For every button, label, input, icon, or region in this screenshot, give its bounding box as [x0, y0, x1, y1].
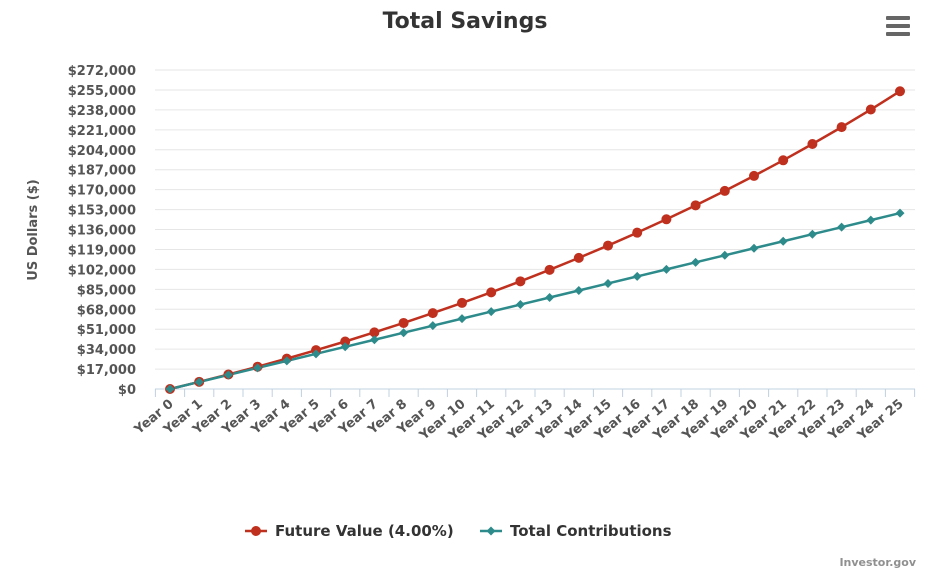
y-tick-label: $204,000	[68, 144, 136, 159]
legend-label: Total Contributions	[510, 522, 672, 540]
data-point[interactable]	[632, 271, 642, 281]
y-tick-label: $136,000	[68, 224, 136, 239]
data-point[interactable]	[486, 307, 496, 317]
data-point[interactable]	[340, 336, 351, 347]
data-point[interactable]	[837, 222, 847, 232]
data-point[interactable]	[399, 328, 409, 338]
data-point[interactable]	[778, 155, 789, 166]
y-tick-label: $272,000	[68, 64, 136, 79]
plot-area	[165, 86, 905, 394]
data-point[interactable]	[573, 252, 584, 263]
y-tick-label: $68,000	[77, 303, 136, 318]
y-tick-label: $0	[118, 383, 136, 398]
y-tick-label: $85,000	[77, 283, 136, 298]
data-point[interactable]	[719, 185, 730, 196]
data-point[interactable]	[253, 363, 263, 373]
y-tick-label: $119,000	[68, 243, 136, 258]
data-point[interactable]	[340, 342, 350, 352]
y-tick-label: $51,000	[77, 323, 136, 338]
y-tick-label: $187,000	[68, 164, 136, 179]
data-point[interactable]	[778, 236, 788, 246]
data-point[interactable]	[282, 356, 292, 366]
y-axis-title: US Dollars ($)	[26, 179, 41, 280]
y-tick-label: $34,000	[77, 343, 136, 358]
data-point[interactable]	[574, 285, 584, 295]
data-point[interactable]	[865, 104, 876, 115]
legend-marker-diamond	[486, 526, 496, 536]
legend-label: Future Value (4.00%)	[275, 522, 454, 540]
data-point[interactable]	[632, 227, 643, 238]
y-tick-label: $153,000	[68, 204, 136, 219]
data-point[interactable]	[398, 317, 409, 328]
data-point[interactable]	[427, 308, 438, 319]
data-point[interactable]	[544, 264, 555, 275]
menu-button[interactable]	[880, 10, 916, 40]
data-point[interactable]	[603, 278, 613, 288]
y-axis: $0 $17,000 $34,000 $51,000 $68,000 $85,000 $10…	[68, 64, 136, 398]
chart-title: Total Savings	[383, 9, 548, 34]
data-point[interactable]	[807, 229, 817, 239]
legend-item-future-value[interactable]: Future Value (4.00%)	[245, 522, 454, 540]
data-point[interactable]	[369, 327, 380, 338]
data-point[interactable]	[749, 170, 759, 181]
credits-label[interactable]: Investor.gov	[839, 556, 916, 569]
data-point[interactable]	[486, 287, 497, 298]
data-point[interactable]	[457, 314, 467, 324]
data-point[interactable]	[194, 377, 204, 387]
data-point[interactable]	[895, 208, 905, 218]
data-point[interactable]	[428, 321, 438, 331]
series-line	[169, 211, 901, 391]
data-point[interactable]	[311, 349, 321, 359]
data-point[interactable]	[515, 276, 526, 287]
y-tick-label: $255,000	[68, 84, 136, 99]
data-point[interactable]	[807, 139, 818, 150]
legend-item-total-contributions[interactable]: Total Contributions	[480, 522, 672, 540]
data-point[interactable]	[836, 122, 847, 133]
series-future-value	[169, 90, 901, 391]
data-point[interactable]	[866, 215, 876, 225]
data-point[interactable]	[661, 264, 671, 274]
legend: Future Value (4.00%) Total Contributions	[245, 522, 672, 540]
data-point[interactable]	[661, 214, 672, 225]
data-point[interactable]	[457, 297, 467, 308]
y-tick-label: $221,000	[68, 124, 136, 139]
data-point[interactable]	[165, 384, 175, 394]
y-tick-label: $170,000	[68, 184, 136, 199]
data-point[interactable]	[603, 240, 613, 251]
y-tick-label: $17,000	[77, 363, 136, 378]
y-tick-label: $238,000	[68, 104, 136, 119]
data-point[interactable]	[369, 335, 379, 345]
gridlines	[155, 69, 915, 370]
data-point[interactable]	[895, 86, 905, 97]
data-point[interactable]	[690, 200, 701, 211]
data-point[interactable]	[749, 243, 759, 253]
hamburger-menu-icon	[886, 16, 910, 36]
data-point[interactable]	[515, 300, 525, 310]
legend-marker-circle	[251, 526, 261, 536]
series-total-contributions	[169, 211, 901, 391]
data-point[interactable]	[691, 257, 701, 267]
data-point[interactable]	[545, 293, 555, 303]
series-line	[169, 90, 901, 391]
y-tick-label: $102,000	[68, 263, 136, 278]
data-point[interactable]	[720, 250, 730, 260]
data-point[interactable]	[223, 370, 233, 380]
